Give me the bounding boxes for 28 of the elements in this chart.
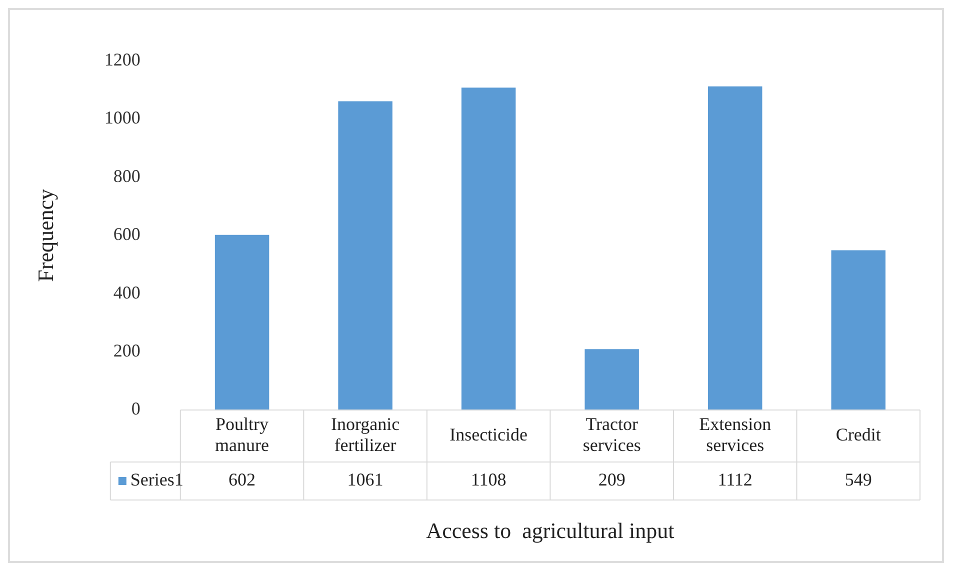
bar [338, 101, 392, 410]
bar [831, 250, 886, 410]
bar [461, 88, 516, 410]
legend-label: Series1 [130, 470, 184, 490]
x-tick-label: Credit [836, 424, 881, 445]
y-tick-label: 600 [113, 224, 140, 244]
y-tick-label: 1200 [104, 50, 140, 70]
y-tick-label: 1000 [104, 108, 140, 128]
x-tick-label: Inorganic fertilizer [330, 414, 400, 456]
y-axis-title: Frequency [32, 188, 58, 282]
data-label: 1112 [718, 470, 752, 490]
data-label: 602 [228, 470, 256, 490]
data-label: 1061 [347, 470, 384, 490]
bar [708, 86, 762, 410]
x-tick-label: Poultry manure [215, 414, 270, 456]
y-tick-label: 800 [113, 166, 140, 186]
x-tick-label: Insecticide [450, 424, 528, 445]
data-label: 549 [844, 470, 872, 490]
y-tick-label: 0 [131, 398, 140, 419]
data-label: 1108 [470, 470, 506, 490]
y-tick-label: 400 [113, 282, 140, 302]
bar [584, 349, 639, 410]
bar [214, 234, 270, 410]
x-axis-title: Access to agricultural input [426, 518, 674, 543]
x-tick-label: Tractor services [582, 414, 641, 456]
data-label: 209 [598, 470, 626, 490]
y-tick-label: 200 [113, 340, 140, 361]
x-tick-label: Extension services [699, 414, 772, 456]
